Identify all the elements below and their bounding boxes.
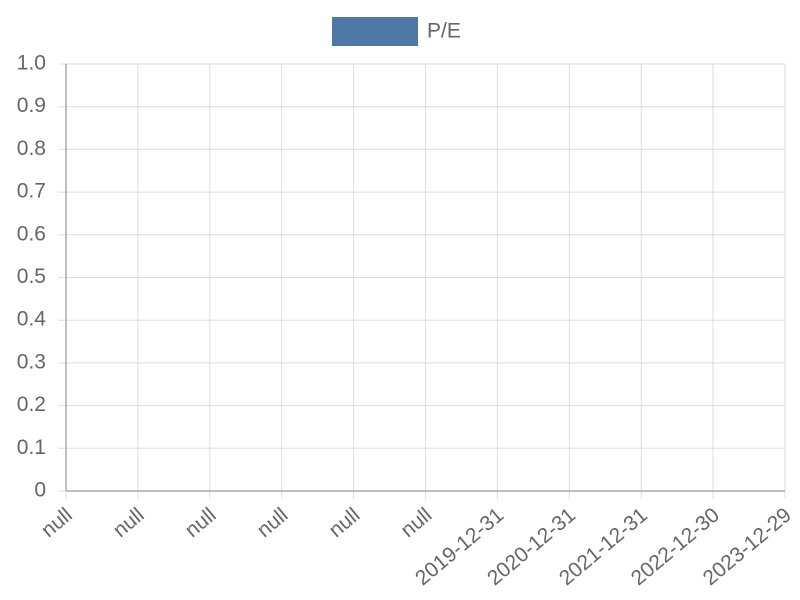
x-tick-label: null <box>37 503 77 542</box>
y-tick-label: 0.5 <box>17 265 46 288</box>
y-tick-label: 0 <box>34 479 46 502</box>
y-tick-label: 0.9 <box>17 94 46 117</box>
x-tick-label: null <box>396 503 436 542</box>
y-tick-label: 0.4 <box>17 308 47 331</box>
y-tick-label: 1.0 <box>17 52 46 75</box>
legend-label: P/E <box>427 20 461 43</box>
x-tick-label: null <box>109 503 149 542</box>
y-tick-label: 0.7 <box>17 180 46 203</box>
x-tick-label: null <box>181 503 221 542</box>
y-tick-label: 0.6 <box>17 222 46 245</box>
x-tick-label: null <box>253 503 293 542</box>
legend-swatch <box>332 17 418 46</box>
y-tick-label: 0.2 <box>17 393 46 416</box>
y-tick-label: 0.1 <box>17 436 46 459</box>
y-tick-label: 0.8 <box>17 137 46 160</box>
y-tick-label: 0.3 <box>17 350 46 373</box>
x-tick-label: null <box>325 503 365 542</box>
